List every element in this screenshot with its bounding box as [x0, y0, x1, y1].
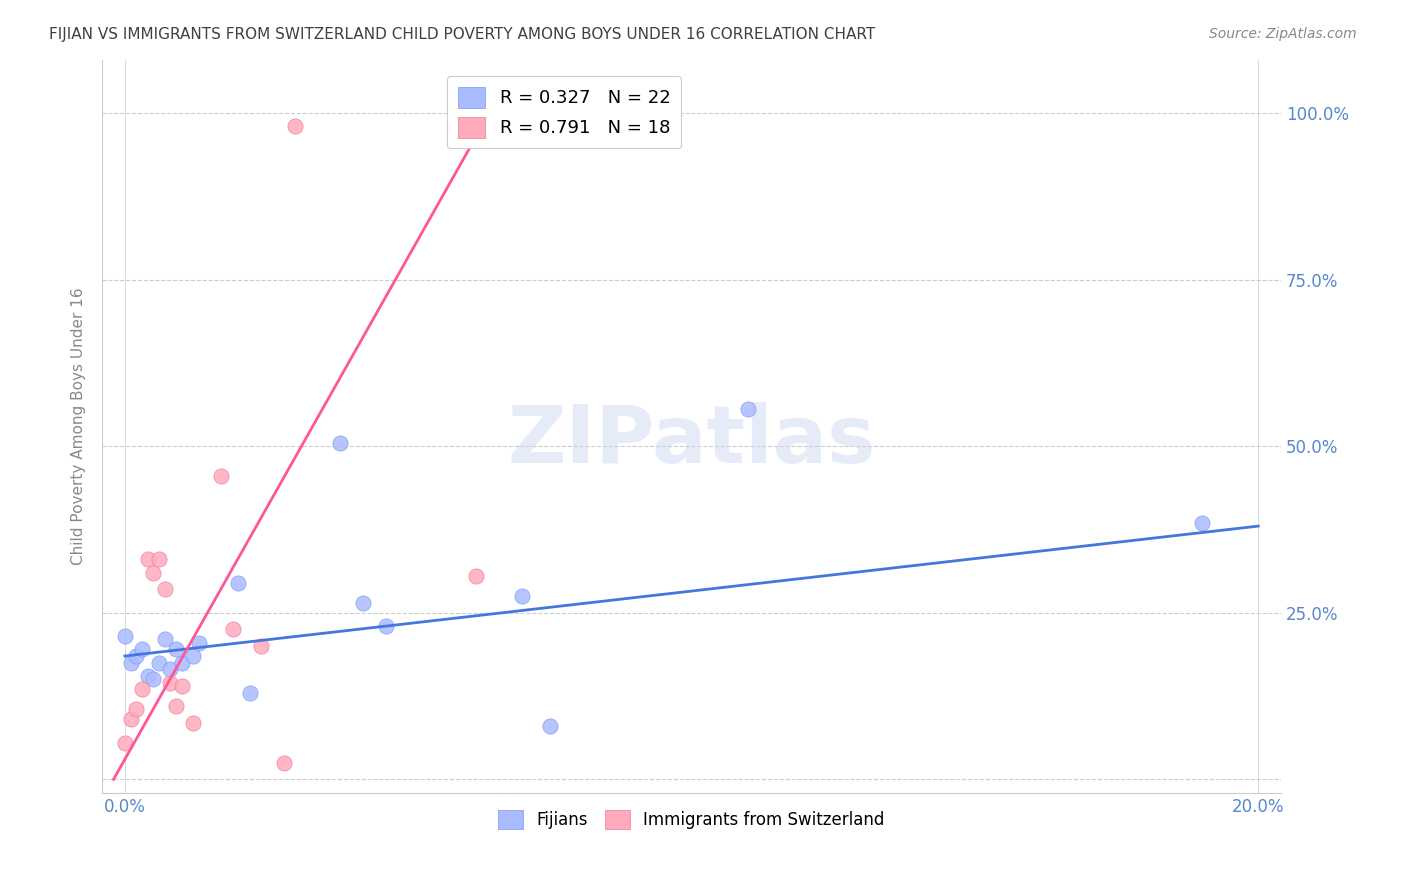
Point — [120, 656, 142, 670]
Text: Source: ZipAtlas.com: Source: ZipAtlas.com — [1209, 27, 1357, 41]
Text: ZIPatlas: ZIPatlas — [508, 401, 876, 480]
Legend: Fijians, Immigrants from Switzerland: Fijians, Immigrants from Switzerland — [492, 803, 891, 836]
Point — [165, 699, 187, 714]
Point — [131, 682, 153, 697]
Point — [221, 623, 243, 637]
Point — [538, 719, 561, 733]
Point — [737, 402, 759, 417]
Point — [226, 575, 249, 590]
Point — [181, 715, 204, 730]
Point — [374, 619, 396, 633]
Point — [510, 589, 533, 603]
Point — [148, 656, 170, 670]
Text: FIJIAN VS IMMIGRANTS FROM SWITZERLAND CHILD POVERTY AMONG BOYS UNDER 16 CORRELAT: FIJIAN VS IMMIGRANTS FROM SWITZERLAND CH… — [49, 27, 876, 42]
Point — [187, 636, 209, 650]
Point — [465, 569, 488, 583]
Point — [136, 552, 159, 566]
Point — [120, 712, 142, 726]
Point — [273, 756, 295, 770]
Point — [159, 662, 181, 676]
Point — [148, 552, 170, 566]
Point — [170, 679, 193, 693]
Y-axis label: Child Poverty Among Boys Under 16: Child Poverty Among Boys Under 16 — [72, 287, 86, 565]
Point — [114, 629, 136, 643]
Point — [209, 469, 232, 483]
Point — [170, 656, 193, 670]
Point — [329, 435, 352, 450]
Point — [352, 596, 374, 610]
Point — [153, 632, 176, 647]
Point — [284, 120, 307, 134]
Point — [125, 648, 148, 663]
Point — [142, 566, 165, 580]
Point — [250, 639, 273, 653]
Point — [181, 648, 204, 663]
Point — [142, 673, 165, 687]
Point — [238, 686, 260, 700]
Point — [114, 736, 136, 750]
Point — [159, 675, 181, 690]
Point — [1191, 516, 1213, 530]
Point — [125, 702, 148, 716]
Point — [165, 642, 187, 657]
Point — [153, 582, 176, 597]
Point — [131, 642, 153, 657]
Point — [136, 669, 159, 683]
